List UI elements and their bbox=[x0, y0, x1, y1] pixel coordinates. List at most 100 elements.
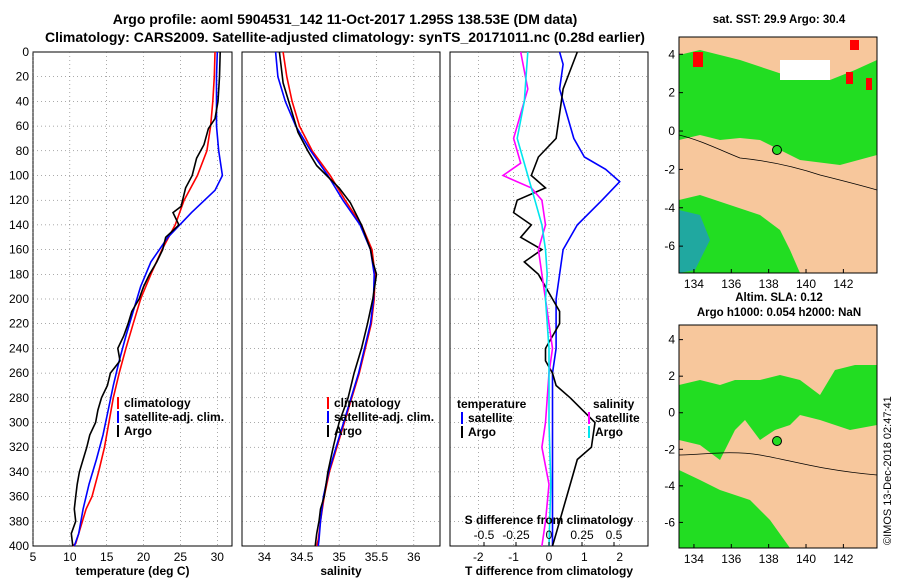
series-line-climatology bbox=[72, 51, 216, 547]
legend-label: Argo bbox=[334, 424, 362, 438]
altimetry-map-title-line2: Argo h1000: 0.054 h2000: NaN bbox=[696, 307, 862, 319]
legend-label: satellite-adj. clim. bbox=[334, 410, 434, 424]
y-tick-label: 380 bbox=[9, 514, 29, 528]
plot-frame bbox=[32, 51, 233, 547]
secondary-tick-label: 0 bbox=[546, 528, 553, 542]
chart-title-line1: Argo profile: aoml 5904531_142 11-Oct-20… bbox=[112, 11, 578, 27]
x-tick-label: -1 bbox=[508, 550, 519, 564]
map-x-tick-label: 134 bbox=[684, 277, 704, 291]
x-axis-label: T difference from climatology bbox=[465, 564, 633, 578]
sst-map bbox=[679, 37, 877, 273]
y-tick-label: 180 bbox=[9, 267, 29, 281]
map-y-tick-label: -4 bbox=[664, 479, 675, 493]
map-x-tick-label: 138 bbox=[759, 277, 779, 291]
x-tick-label: 10 bbox=[63, 550, 77, 564]
x-tick-label: 15 bbox=[100, 550, 114, 564]
x-tick-label: 35 bbox=[332, 550, 346, 564]
x-axis-label: temperature (deg C) bbox=[75, 564, 189, 578]
x-axis-label: salinity bbox=[320, 564, 362, 578]
series-line-argo-salinity bbox=[516, 51, 552, 547]
y-tick-label: 400 bbox=[9, 539, 29, 553]
x-tick-label: 36 bbox=[407, 550, 421, 564]
warm-pixel bbox=[846, 72, 853, 84]
coastline bbox=[679, 134, 877, 191]
series-line-argo-temperature bbox=[512, 51, 596, 547]
series-line-satellite-temperature bbox=[551, 51, 621, 546]
y-tick-label: 220 bbox=[9, 317, 29, 331]
map-x-tick-label: 140 bbox=[796, 277, 816, 291]
x-tick-label: 2 bbox=[616, 550, 623, 564]
legend-label: climatology bbox=[124, 396, 191, 410]
y-tick-label: 240 bbox=[9, 341, 29, 355]
map-y-tick-label: 2 bbox=[668, 86, 675, 100]
y-tick-label: 300 bbox=[9, 416, 29, 430]
legend-label: Argo bbox=[468, 425, 496, 439]
secondary-tick-label: -0.5 bbox=[474, 528, 495, 542]
warm-pixel bbox=[693, 52, 703, 67]
y-tick-label: 100 bbox=[9, 169, 29, 183]
x-tick-label: 34.5 bbox=[290, 550, 314, 564]
series-line-satellite-adj-clim- bbox=[73, 51, 224, 547]
y-tick-label: 0 bbox=[22, 45, 29, 59]
map-y-tick-label: 4 bbox=[668, 333, 675, 347]
y-tick-label: 20 bbox=[16, 70, 30, 84]
sst-teal-field bbox=[679, 210, 710, 273]
map-y-tick-label: 4 bbox=[668, 47, 675, 61]
legend-label: Argo bbox=[595, 425, 623, 439]
no-data-area bbox=[780, 60, 830, 80]
y-tick-label: 160 bbox=[9, 243, 29, 257]
series-line-satellite-salinity bbox=[501, 51, 554, 547]
map-y-tick-label: 0 bbox=[668, 124, 675, 138]
legend-label: temperature bbox=[457, 397, 527, 411]
legend-label: satellite bbox=[468, 411, 513, 425]
altimetry-map-title-line1: Altim. SLA: 0.12 bbox=[735, 292, 823, 304]
y-tick-label: 260 bbox=[9, 366, 29, 380]
legend-label: salinity bbox=[593, 397, 635, 411]
sla-field bbox=[679, 365, 877, 460]
x-tick-label: 0 bbox=[546, 550, 553, 564]
y-tick-label: 80 bbox=[16, 144, 30, 158]
y-tick-label: 200 bbox=[9, 292, 29, 306]
x-tick-label: 1 bbox=[581, 550, 588, 564]
y-tick-label: 60 bbox=[16, 119, 30, 133]
legend-label: Argo bbox=[124, 424, 152, 438]
x-tick-label: -2 bbox=[473, 550, 484, 564]
map-x-tick-label: 140 bbox=[796, 552, 816, 566]
y-tick-label: 320 bbox=[9, 440, 29, 454]
secondary-tick-label: 0.5 bbox=[606, 528, 623, 542]
map-y-tick-label: -4 bbox=[664, 201, 675, 215]
warm-pixel bbox=[850, 40, 859, 50]
y-tick-label: 120 bbox=[9, 193, 29, 207]
y-tick-label: 140 bbox=[9, 218, 29, 232]
legend-label: climatology bbox=[334, 396, 401, 410]
map-x-tick-label: 136 bbox=[721, 277, 741, 291]
sst-arafura-field bbox=[679, 195, 800, 273]
y-tick-label: 360 bbox=[9, 490, 29, 504]
map-x-tick-label: 136 bbox=[721, 552, 741, 566]
chart-title-line2: Climatology: CARS2009. Satellite-adjuste… bbox=[45, 29, 645, 45]
map-x-tick-label: 138 bbox=[759, 552, 779, 566]
argo-float-marker bbox=[772, 145, 782, 155]
secondary-axis-label: S difference from climatology bbox=[465, 513, 634, 527]
argo-float-marker bbox=[772, 436, 782, 446]
map-y-tick-label: 0 bbox=[668, 406, 675, 420]
coastline bbox=[679, 452, 877, 476]
sst-map-title: sat. SST: 29.9 Argo: 30.4 bbox=[712, 14, 846, 26]
map-x-tick-label: 142 bbox=[833, 552, 853, 566]
map-y-tick-label: -2 bbox=[664, 442, 675, 456]
x-tick-label: 5 bbox=[30, 550, 37, 564]
y-tick-label: 40 bbox=[16, 94, 30, 108]
x-tick-label: 25 bbox=[174, 550, 188, 564]
map-x-tick-label: 134 bbox=[684, 552, 704, 566]
series-line-argo bbox=[70, 51, 221, 547]
x-tick-label: 30 bbox=[211, 550, 225, 564]
warm-pixel bbox=[866, 78, 872, 90]
legend-label: satellite-adj. clim. bbox=[124, 410, 224, 424]
x-tick-label: 34 bbox=[258, 550, 272, 564]
map-y-tick-label: -6 bbox=[664, 239, 675, 253]
map-y-tick-label: -6 bbox=[664, 515, 675, 529]
secondary-tick-label: 0.25 bbox=[570, 528, 594, 542]
sst-map-frame bbox=[678, 36, 878, 274]
y-tick-label: 340 bbox=[9, 465, 29, 479]
